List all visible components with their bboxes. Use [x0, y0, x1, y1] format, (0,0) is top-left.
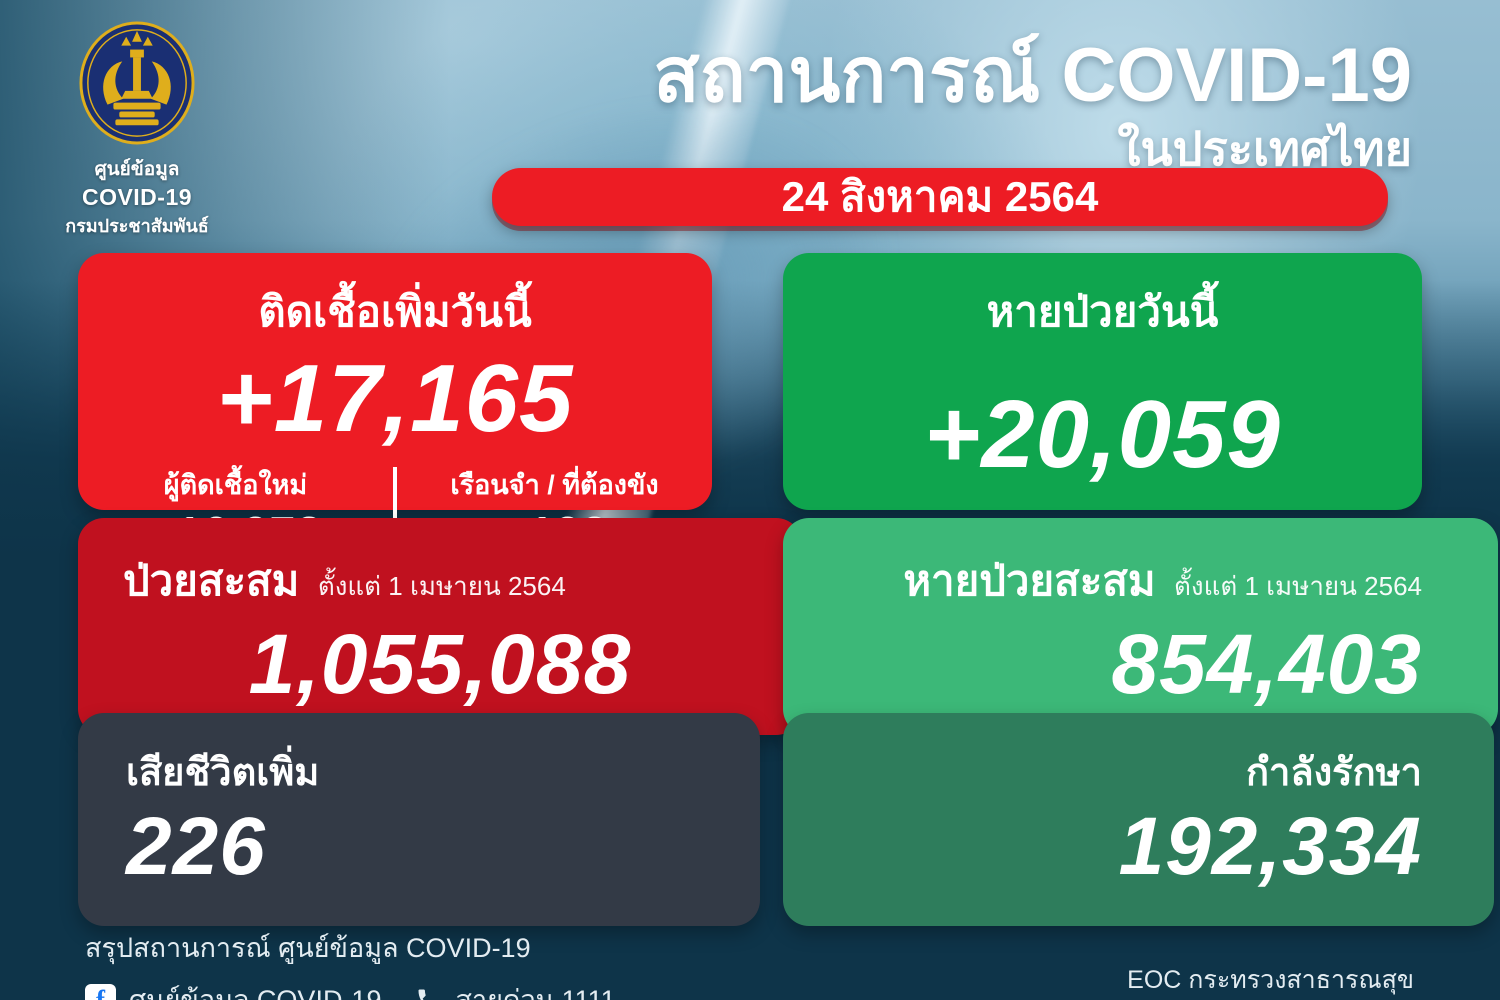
page-subtitle: ในประเทศไทย: [1117, 122, 1412, 176]
government-emblem-icon: [79, 21, 195, 145]
page-title: สถานการณ์ COVID-19: [653, 33, 1412, 118]
breakdown-prison-label: เรือนจำ / ที่ต้องขัง: [450, 470, 659, 500]
footer-left: สรุปสถานการณ์ ศูนย์ข้อมูล COVID-19 f ศูน…: [85, 926, 616, 1000]
new-cases-title: ติดเชื้อเพิ่มวันนี้: [258, 288, 532, 335]
card-cumulative-cases: ป่วยสะสม ตั้งแต่ 1 เมษายน 2564 1,055,088: [78, 518, 802, 735]
cumulative-recovered-title: หายป่วยสะสม: [903, 557, 1156, 604]
facebook-icon: f: [85, 984, 116, 1000]
facebook-f-glyph: f: [96, 985, 105, 1000]
date-badge: 24 สิงหาคม 2564: [492, 168, 1388, 226]
new-cases-value: +17,165: [216, 345, 574, 452]
logo-text-line3: กรมประชาสัมพันธ์: [65, 216, 209, 236]
new-deaths-title: เสียชีวิตเพิ่ม: [126, 752, 320, 794]
card-in-treatment: กำลังรักษา 192,334: [783, 713, 1494, 926]
agency-logo: ศูนย์ข้อมูล COVID-19 กรมประชาสัมพันธ์: [62, 20, 212, 240]
facebook-page-label: ศูนย์ข้อมูล COVID-19: [129, 985, 382, 1000]
footer-summary: สรุปสถานการณ์ ศูนย์ข้อมูล COVID-19: [85, 933, 531, 963]
cumulative-recovered-value: 854,403: [1111, 617, 1422, 711]
cumulative-cases-header: ป่วยสะสม ตั้งแต่ 1 เมษายน 2564: [123, 548, 757, 614]
in-treatment-title: กำลังรักษา: [1246, 752, 1422, 794]
in-treatment-value: 192,334: [1118, 801, 1422, 892]
phone-icon: [415, 986, 443, 1000]
cumulative-recovered-header: หายป่วยสะสม ตั้งแต่ 1 เมษายน 2564: [783, 548, 1422, 614]
recovered-today-value: +20,059: [924, 381, 1281, 488]
card-new-deaths: เสียชีวิตเพิ่ม 226: [78, 713, 760, 926]
logo-text-line1: ศูนย์ข้อมูล: [94, 159, 180, 180]
logo-text-line2: COVID-19: [81, 184, 193, 210]
cumulative-cases-value: 1,055,088: [248, 617, 632, 711]
recovered-today-title: หายป่วยวันนี้: [986, 288, 1219, 335]
hotline-label: สายด่วน 1111: [455, 985, 616, 1000]
card-recovered-today: หายป่วยวันนี้ +20,059: [783, 253, 1422, 510]
cumulative-cases-title: ป่วยสะสม: [123, 557, 300, 604]
card-new-cases-today: ติดเชื้อเพิ่มวันนี้ +17,165 ผู้ติดเชื้อใ…: [78, 253, 712, 585]
footer-credit: EOC กระทรวงสาธารณสุข: [1127, 966, 1414, 994]
cumulative-recovered-since: ตั้งแต่ 1 เมษายน 2564: [1174, 571, 1422, 601]
footer-contact-row: f ศูนย์ข้อมูล COVID-19 สายด่วน 1111: [85, 978, 616, 1000]
header: สถานการณ์ COVID-19 ในประเทศไทย: [653, 30, 1412, 175]
new-deaths-value: 226: [126, 801, 266, 892]
cumulative-cases-since: ตั้งแต่ 1 เมษายน 2564: [317, 571, 566, 601]
breakdown-general-label: ผู้ติดเชื้อใหม่: [163, 470, 308, 500]
card-cumulative-recovered: หายป่วยสะสม ตั้งแต่ 1 เมษายน 2564 854,40…: [783, 518, 1498, 735]
